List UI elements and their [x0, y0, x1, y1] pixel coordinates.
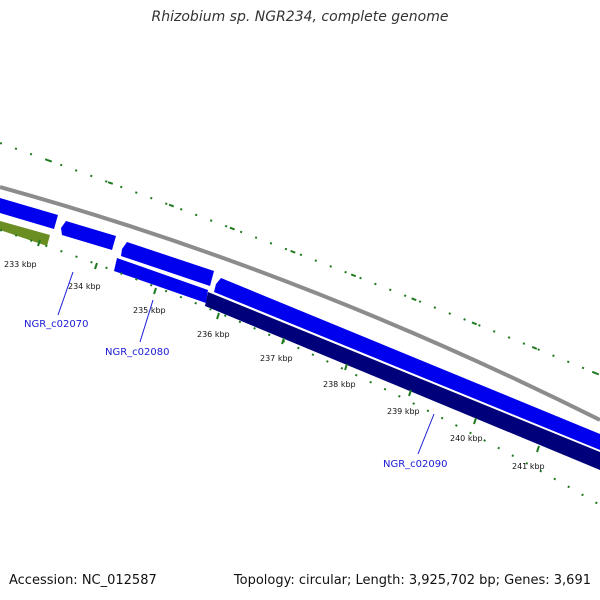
tick-label: 237 kbp — [260, 354, 293, 363]
gene-label-leaders — [57, 271, 435, 455]
tick-label: 241 kbp — [512, 462, 545, 471]
genome-backbone — [0, 185, 600, 422]
genome-title: Rhizobium sp. NGR234, complete genome — [151, 9, 449, 25]
tick-label: 238 kbp — [323, 380, 356, 389]
gene-other-1[interactable] — [0, 221, 50, 246]
gene-label[interactable]: NGR_c02070 — [24, 319, 89, 330]
tick-label: 239 kbp — [387, 407, 420, 416]
tick-label: 236 kbp — [197, 330, 230, 339]
inner-major-ticks — [37, 239, 540, 453]
gene-forward-2[interactable] — [61, 221, 116, 250]
gene-reverse-1[interactable] — [114, 258, 208, 303]
gene-label[interactable]: NGR_c02090 — [383, 459, 448, 470]
tick-label: 240 kbp — [450, 434, 483, 443]
outer-dot-track — [0, 142, 600, 376]
accession-text: Accession: NC_012587 — [9, 573, 157, 588]
tick-label: 233 kbp — [4, 260, 37, 269]
tick-label: 234 kbp — [68, 282, 101, 291]
gene-forward-4[interactable] — [214, 278, 600, 450]
gene-label[interactable]: NGR_c02080 — [105, 347, 170, 358]
gene-forward-3[interactable] — [121, 242, 214, 286]
gene-reverse-2[interactable] — [205, 292, 600, 470]
genome-summary-text: Topology: circular; Length: 3,925,702 bp… — [233, 573, 591, 588]
gene-forward-1[interactable] — [0, 198, 58, 229]
tick-labels: 233 kbp 234 kbp 235 kbp 236 kbp 237 kbp … — [4, 260, 545, 471]
inner-dot-track — [0, 229, 600, 506]
gene-labels: NGR_c02070 NGR_c02080 NGR_c02090 — [24, 319, 448, 470]
